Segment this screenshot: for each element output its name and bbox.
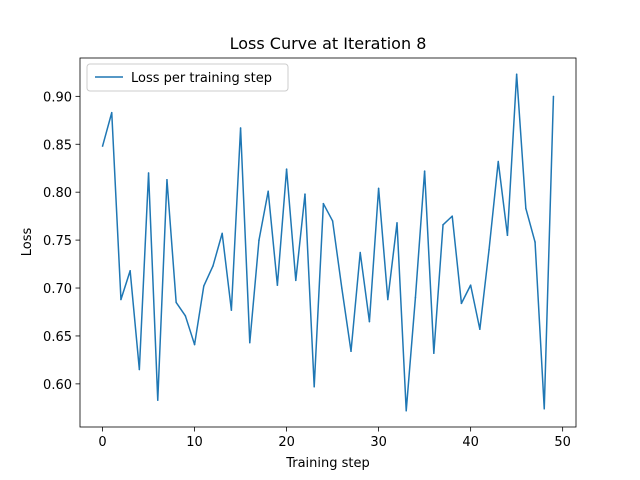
legend-entry: Loss per training step	[131, 71, 272, 86]
data-point	[138, 368, 141, 371]
x-tick-label: 50	[554, 435, 571, 450]
y-tick-label: 0.70	[43, 282, 72, 297]
data-point	[313, 386, 315, 388]
data-point	[322, 202, 325, 205]
legend: Loss per training step	[86, 63, 289, 92]
data-point	[230, 309, 233, 311]
chart-title: Loss Curve at Iteration 8	[230, 34, 427, 53]
data-point	[285, 168, 288, 170]
data-point	[433, 352, 435, 354]
data-point	[258, 239, 260, 241]
data-point	[304, 193, 306, 195]
data-point	[221, 232, 223, 235]
data-point	[120, 298, 122, 301]
data-point	[111, 111, 113, 114]
y-axis: 0.60 0.65 0.70 0.75 0.80 0.85 0.90	[43, 90, 80, 393]
data-point	[166, 178, 168, 181]
data-point	[359, 251, 361, 254]
x-axis: 0 10 20 30 40 50	[98, 427, 571, 450]
data-point	[405, 409, 407, 412]
y-axis-label: Loss	[20, 228, 35, 257]
data-point	[506, 234, 509, 237]
plot-area-frame	[79, 57, 577, 428]
data-point	[451, 215, 453, 217]
data-point	[331, 220, 334, 222]
data-point	[212, 265, 214, 267]
x-tick-label: 20	[278, 435, 295, 450]
data-point	[175, 301, 177, 304]
data-point	[193, 343, 196, 346]
legend-box	[86, 63, 289, 92]
data-point	[267, 190, 269, 192]
data-point	[525, 207, 527, 210]
data-point	[377, 187, 380, 190]
data-point	[552, 95, 555, 98]
data-point	[184, 315, 187, 317]
y-tick-label: 0.90	[43, 90, 72, 105]
data-point	[341, 287, 343, 289]
data-point	[442, 224, 444, 226]
series-line-0	[101, 73, 555, 412]
data-point	[543, 408, 545, 410]
x-tick-label: 30	[370, 435, 387, 450]
x-tick-label: 0	[98, 435, 106, 450]
y-tick-label: 0.80	[43, 186, 72, 201]
data-point	[497, 160, 499, 163]
data-point	[479, 328, 481, 330]
data-point	[350, 350, 352, 353]
x-tick-label: 40	[462, 435, 479, 450]
y-tick-label: 0.75	[43, 234, 72, 249]
data-point	[276, 284, 279, 286]
data-point	[469, 284, 472, 286]
y-tick-label: 0.85	[43, 138, 72, 153]
data-point	[515, 73, 518, 76]
data-point	[239, 127, 242, 129]
data-point	[129, 270, 131, 272]
data-point	[414, 296, 417, 299]
data-point	[387, 298, 389, 301]
data-point	[101, 145, 104, 147]
data-point	[249, 341, 251, 344]
y-tick-label: 0.65	[43, 330, 72, 345]
data-point	[295, 279, 297, 282]
data-point	[488, 248, 490, 251]
x-axis-label: Training step	[285, 456, 370, 471]
data-point	[368, 320, 371, 323]
data-point	[147, 172, 150, 174]
data-point	[423, 170, 426, 172]
y-tick-label: 0.60	[43, 378, 72, 393]
data-point	[157, 399, 159, 401]
data-point	[460, 302, 463, 305]
x-tick-label: 10	[186, 435, 203, 450]
series-layer	[101, 73, 555, 412]
data-point	[534, 241, 536, 243]
data-point	[203, 285, 205, 287]
data-point	[396, 222, 398, 224]
